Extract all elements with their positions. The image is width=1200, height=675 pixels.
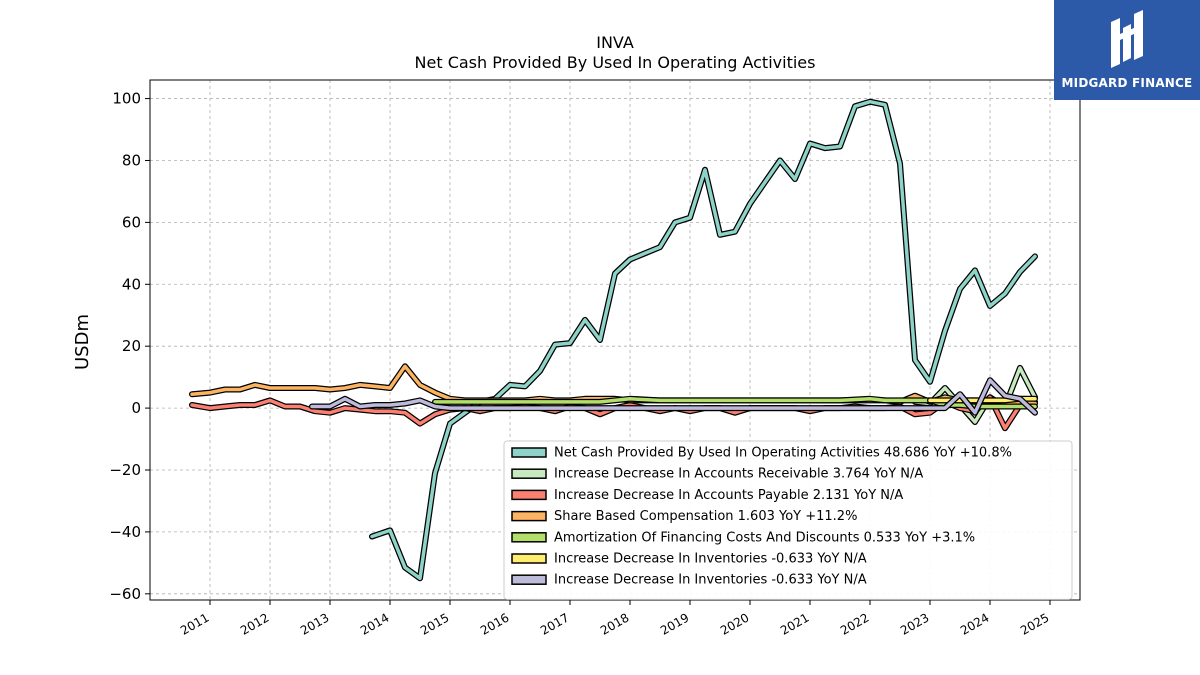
x-tick-label: 2018 [598,610,631,637]
x-tick-label: 2024 [958,610,991,637]
x-tick-label: 2013 [298,610,331,637]
y-axis: −60 −40 −20 0 20 40 60 80 100 [109,90,150,603]
legend-swatch [511,553,547,564]
legend-label: Increase Decrease In Accounts Receivable… [554,467,923,482]
legend-swatch [511,447,547,458]
legend-label: Increase Decrease In Inventories -0.633 … [554,552,867,567]
midgard-logo-icon [1111,10,1143,68]
x-tick-label: 2017 [538,610,571,637]
series-lines [189,98,1038,582]
x-tick-label: 2022 [838,610,871,637]
x-tick-label: 2015 [418,610,451,637]
legend-swatch [511,489,547,501]
brand-logo: MIDGARD FINANCE [1054,0,1200,100]
y-tick-label: 60 [122,213,141,231]
x-tick-label: 2016 [478,610,511,637]
y-tick-label: −60 [109,585,141,603]
brand-name: MIDGARD FINANCE [1061,76,1193,90]
y-tick-label: 100 [112,90,141,108]
legend-swatch [511,574,547,585]
y-tick-label: −40 [109,523,141,541]
x-tick-label: 2020 [718,610,751,637]
legend-swatch [511,510,547,522]
x-tick-label: 2021 [778,610,811,637]
legend-label: Share Based Compensation 1.603 YoY +11.2… [554,509,857,524]
x-tick-label: 2023 [898,610,931,637]
legend-label: Increase Decrease In Inventories -0.633 … [554,573,867,588]
x-tick-label: 2014 [358,610,391,637]
legend-label: Increase Decrease In Accounts Payable 2.… [554,488,903,503]
y-tick-label: 40 [122,275,141,293]
y-tick-label: 80 [122,151,141,169]
x-tick-label: 2019 [658,610,691,637]
plot-frame [149,79,1081,601]
x-tick-label: 2011 [178,610,211,637]
x-tick-label: 2012 [238,610,271,637]
y-axis-label: USDm [72,314,93,370]
chart-title: INVA [596,33,634,52]
legend-box [503,440,1073,600]
x-axis: 2011 2012 2013 2014 2015 2016 2017 2018 2019 2020… [178,600,1052,638]
legend-label: Net Cash Provided By Used In Operating A… [554,446,1012,461]
legend-swatch [511,468,547,479]
series-line [310,378,1037,415]
chart-subtitle: Net Cash Provided By Used In Operating A… [415,53,816,72]
legend-label: Amortization Of Financing Costs And Disc… [554,530,975,545]
x-tick-label: 2025 [1018,610,1051,637]
legend: Net Cash Provided By Used In Operating A… [503,440,1073,600]
y-tick-label: −20 [109,461,141,479]
y-tick-label: 20 [122,337,141,355]
series-6 [309,377,1038,416]
y-tick-label: 0 [131,399,141,417]
legend-swatch [511,532,547,543]
